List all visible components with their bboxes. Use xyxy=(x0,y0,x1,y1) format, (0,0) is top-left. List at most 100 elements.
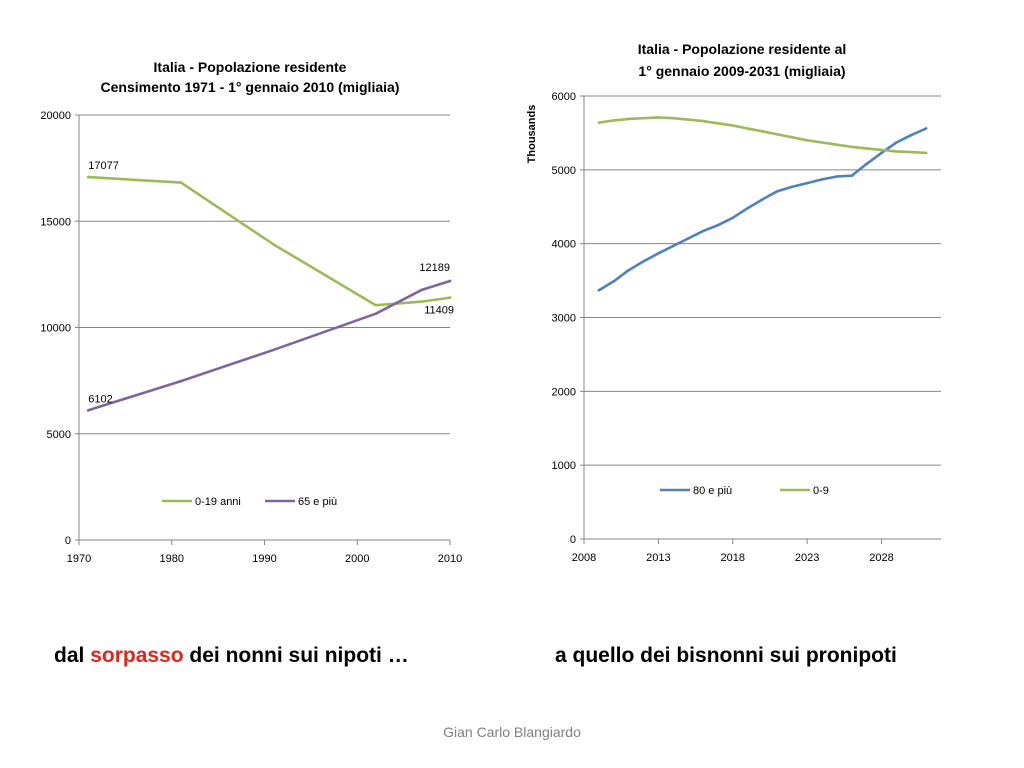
data-point xyxy=(671,244,675,248)
data-point xyxy=(686,237,690,240)
legend-label-1: 0-19 anni xyxy=(195,496,241,508)
x-tick-label: 2028 xyxy=(869,552,893,564)
series-line-1 xyxy=(597,127,928,292)
y-tick-label: 20000 xyxy=(40,110,71,122)
data-point xyxy=(805,181,809,185)
data-point xyxy=(701,119,705,123)
data-label: 17077 xyxy=(88,160,119,172)
data-point xyxy=(880,151,883,155)
legend-label-2: 65 e più xyxy=(298,496,337,508)
data-point xyxy=(448,279,452,283)
chart-title-line-2: 1° gennaio 2009-2031 (migliaia) xyxy=(638,63,845,79)
data-label: 12189 xyxy=(419,262,450,274)
chart-title-line-1: Italia - Popolazione residente al xyxy=(638,41,847,57)
y-tick-label: 4000 xyxy=(552,239,576,251)
data-point xyxy=(627,117,630,121)
data-point xyxy=(420,300,424,303)
y-tick-label: 5000 xyxy=(47,429,71,441)
data-point xyxy=(179,379,183,383)
data-point xyxy=(448,296,452,299)
data-point xyxy=(820,141,824,144)
y-tick-label: 3000 xyxy=(552,313,576,325)
x-tick-label: 1970 xyxy=(67,553,91,565)
y-tick-label: 0 xyxy=(65,535,71,547)
caption-right: a quello dei bisnonni sui pronipoti xyxy=(555,644,897,667)
series-line-2 xyxy=(597,116,928,155)
data-label: 6102 xyxy=(88,393,112,405)
data-point xyxy=(850,145,854,149)
data-point xyxy=(790,136,794,139)
data-point xyxy=(820,178,824,181)
data-point xyxy=(612,119,616,122)
data-point xyxy=(597,288,601,292)
y-tick-label: 5000 xyxy=(552,165,576,177)
data-point xyxy=(805,139,809,142)
chart-title-line-1: Italia - Popolazione residente xyxy=(154,59,347,75)
data-point xyxy=(909,133,913,137)
data-point xyxy=(746,127,749,130)
data-point xyxy=(686,118,690,121)
data-point xyxy=(909,150,913,154)
data-point xyxy=(850,174,854,178)
data-point xyxy=(657,116,660,119)
caption-left: dal sorpasso dei nonni sui nipoti … xyxy=(54,644,409,668)
y-tick-label: 0 xyxy=(570,534,576,546)
data-point xyxy=(272,243,276,246)
data-point xyxy=(642,260,645,263)
data-point xyxy=(179,181,183,184)
legend-label-1: 80 e più xyxy=(693,485,732,497)
data-point xyxy=(420,288,424,291)
data-point xyxy=(895,150,898,153)
data-point xyxy=(865,162,868,166)
caption-left-post: dei nonni sui nipoti … xyxy=(183,644,409,667)
data-point xyxy=(790,185,794,189)
data-point xyxy=(731,124,735,127)
chart-title-line-2: Censimento 1971 - 1° gennaio 2010 (migli… xyxy=(101,79,400,95)
series-line-1 xyxy=(87,175,452,307)
data-point xyxy=(865,147,868,150)
data-point xyxy=(835,143,839,147)
data-point xyxy=(924,151,928,155)
data-point xyxy=(642,116,645,120)
x-tick-label: 2013 xyxy=(646,552,670,564)
x-tick-label: 1980 xyxy=(160,553,184,565)
data-point xyxy=(716,122,720,125)
x-tick-label: 2023 xyxy=(795,552,819,564)
data-point xyxy=(895,141,898,144)
data-point xyxy=(761,130,764,133)
y-axis-title: Thousands xyxy=(526,105,538,164)
data-point xyxy=(716,223,720,227)
caption-left-pre: dal xyxy=(54,644,91,667)
data-point xyxy=(86,409,90,412)
x-tick-label: 2018 xyxy=(721,552,745,564)
y-tick-label: 6000 xyxy=(552,91,576,103)
x-tick-label: 2010 xyxy=(438,553,462,565)
y-tick-label: 1000 xyxy=(552,460,576,472)
data-point xyxy=(701,229,705,233)
data-point xyxy=(924,127,928,130)
data-point xyxy=(86,175,90,179)
caption-left-highlight: sorpasso xyxy=(90,644,184,667)
data-point xyxy=(776,189,779,193)
data-point xyxy=(612,280,616,283)
data-point xyxy=(657,251,660,255)
data-point xyxy=(374,303,378,307)
x-tick-label: 1990 xyxy=(252,553,276,565)
data-point xyxy=(272,348,276,352)
data-point xyxy=(597,121,601,124)
data-point xyxy=(627,268,630,272)
y-tick-label: 15000 xyxy=(40,216,71,228)
data-point xyxy=(880,148,883,152)
series-line-2 xyxy=(87,279,452,412)
footer-author: Gian Carlo Blangiardo xyxy=(443,724,581,740)
data-point xyxy=(731,216,735,220)
x-tick-label: 2000 xyxy=(345,553,369,565)
data-point xyxy=(835,175,839,178)
x-tick-label: 2008 xyxy=(572,552,596,564)
data-point xyxy=(374,312,378,315)
data-point xyxy=(776,133,779,136)
data-point xyxy=(746,206,749,210)
legend-label-2: 0-9 xyxy=(813,485,829,497)
